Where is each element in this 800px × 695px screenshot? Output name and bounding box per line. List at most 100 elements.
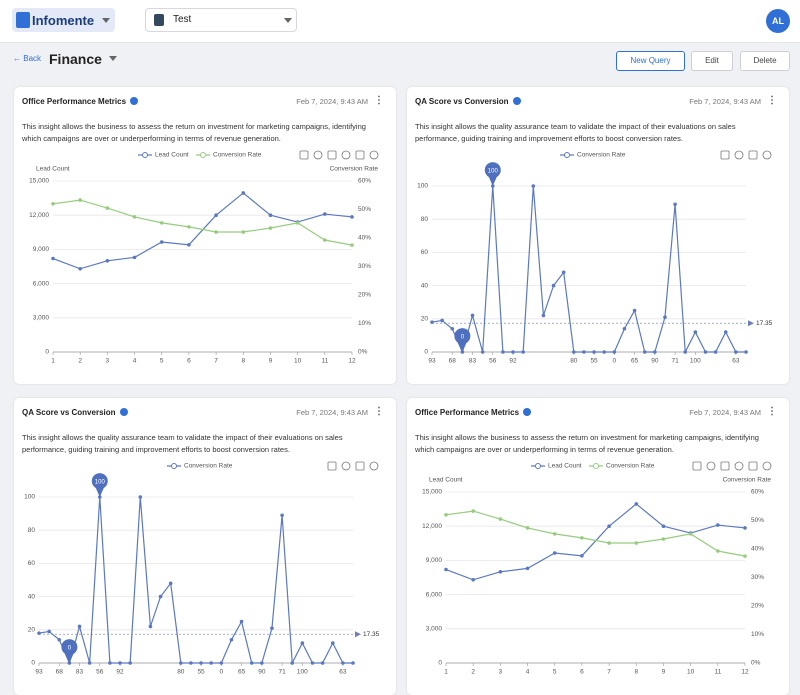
x-tick-label: 90 xyxy=(651,358,659,365)
data-point xyxy=(498,570,503,574)
data-point xyxy=(209,661,213,665)
delete-button[interactable]: Delete xyxy=(740,51,790,71)
legend-label: Conversion Rate xyxy=(606,463,655,470)
x-tick-label: 56 xyxy=(489,358,497,365)
data-point xyxy=(57,637,62,642)
y-tick-label: 6,000 xyxy=(426,591,443,598)
page-title[interactable]: Finance xyxy=(49,51,117,67)
x-tick-label: 80 xyxy=(570,358,578,365)
chart-tool-icon xyxy=(762,461,772,471)
chart-tool-icon xyxy=(720,150,730,160)
y-tick-label: 12,000 xyxy=(422,523,442,530)
y2-tick-label: 40% xyxy=(358,235,371,242)
y-tick-label: 100 xyxy=(24,494,35,501)
data-point xyxy=(572,350,576,354)
data-point xyxy=(471,577,475,582)
chart-tool-icon xyxy=(341,150,351,160)
legend-dot xyxy=(142,152,148,158)
y-tick-label: 100 xyxy=(417,183,428,190)
x-tick-label: 71 xyxy=(671,358,679,365)
x-tick-label: 12 xyxy=(741,669,749,676)
card-title-text: QA Score vs Conversion xyxy=(22,408,116,417)
legend-dot xyxy=(171,463,177,469)
card-menu[interactable]: ⋮ xyxy=(767,95,777,106)
data-point xyxy=(634,541,639,545)
avatar[interactable]: AL xyxy=(766,9,790,33)
card-menu[interactable]: ⋮ xyxy=(374,406,384,417)
x-tick-label: 83 xyxy=(76,669,84,676)
value-pin xyxy=(484,162,501,186)
y-axis-title: Lead Count xyxy=(429,477,463,484)
y-tick-label: 9,000 xyxy=(426,557,443,564)
y2-tick-label: 30% xyxy=(751,574,764,581)
card-title-text: Office Performance Metrics xyxy=(22,97,127,106)
info-icon xyxy=(512,97,521,105)
x-tick-label: 4 xyxy=(526,669,530,676)
data-point xyxy=(612,350,617,354)
caret xyxy=(108,56,117,61)
x-tick-label: 6 xyxy=(187,358,191,365)
data-point xyxy=(661,524,666,528)
edit-button[interactable]: Edit xyxy=(691,51,733,71)
brand-switcher[interactable]: Infomente xyxy=(12,8,115,32)
x-tick-label: 5 xyxy=(160,358,164,365)
data-point xyxy=(323,238,327,242)
data-point xyxy=(241,191,246,195)
insight-card: Office Performance Metrics Feb 7, 2024, 9… xyxy=(407,398,789,695)
y-tick-label: 80 xyxy=(28,527,36,534)
series-line xyxy=(431,185,746,355)
data-point xyxy=(87,661,92,665)
card-date: Feb 7, 2024, 9:43 AM xyxy=(296,408,368,417)
data-point xyxy=(498,517,503,521)
pin-label: 100 xyxy=(95,480,106,486)
chart-tool-icon xyxy=(762,150,772,160)
new-query-button[interactable]: New Query xyxy=(616,51,685,71)
card-title: QA Score vs Conversion xyxy=(22,408,128,417)
data-point xyxy=(77,624,82,629)
workspace-select[interactable]: Test xyxy=(145,8,297,32)
data-point xyxy=(444,513,448,517)
data-point xyxy=(132,215,137,219)
x-tick-label: 11 xyxy=(714,669,721,676)
data-point xyxy=(688,532,693,536)
data-point xyxy=(703,350,708,354)
data-point xyxy=(622,326,627,331)
data-point xyxy=(260,661,264,665)
card-title: QA Score vs Conversion xyxy=(415,97,521,106)
x-tick-label: 2 xyxy=(471,669,475,676)
data-point xyxy=(280,513,284,518)
data-point xyxy=(179,661,183,665)
data-point xyxy=(634,502,639,506)
data-point xyxy=(214,230,218,234)
chart: Conversion Rate 0 20 40 60 80 100 93 68 83 56 92 80 5… xyxy=(24,461,380,676)
data-point xyxy=(673,202,677,207)
data-point xyxy=(552,532,557,536)
legend-dot xyxy=(200,152,206,158)
y-tick-label: 0 xyxy=(45,349,49,356)
y2-tick-label: 40% xyxy=(751,546,764,553)
series-line xyxy=(38,496,353,666)
back-link[interactable]: ← Back xyxy=(13,54,42,63)
data-point xyxy=(716,523,720,527)
title-text: Finance xyxy=(49,51,102,67)
y2-tick-label: 10% xyxy=(751,631,764,638)
x-tick-label: 100 xyxy=(297,669,308,676)
card-menu[interactable]: ⋮ xyxy=(374,95,384,106)
x-tick-label: 4 xyxy=(133,358,137,365)
card-description: This insight allows the business to asse… xyxy=(415,433,759,454)
y-tick-label: 3,000 xyxy=(426,626,443,633)
data-point xyxy=(632,308,637,313)
y-tick-label: 6,000 xyxy=(33,280,50,287)
data-point xyxy=(663,315,667,319)
legend-label: Lead Count xyxy=(155,152,189,159)
card-description: This insight allows the business to asse… xyxy=(22,122,366,143)
y2-tick-label: 50% xyxy=(358,206,371,213)
average-label: 17.35 xyxy=(363,631,380,638)
x-tick-label: 6 xyxy=(580,669,584,676)
data-point xyxy=(148,624,153,629)
y2-axis-title: Conversion Rate xyxy=(330,166,379,173)
y2-tick-label: 50% xyxy=(751,517,764,524)
data-point xyxy=(168,581,173,586)
card-menu[interactable]: ⋮ xyxy=(767,406,777,417)
